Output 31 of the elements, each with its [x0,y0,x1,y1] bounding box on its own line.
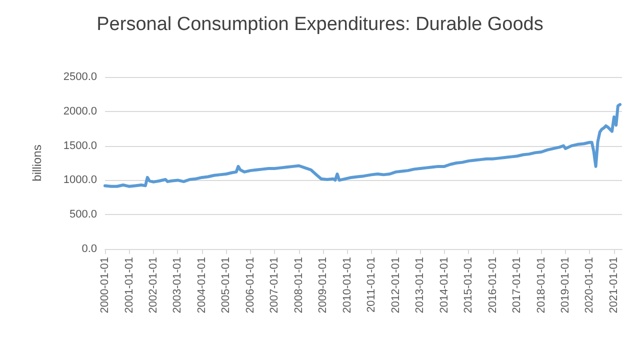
line-series [104,103,622,188]
x-tick-label: 2002-01-01 [148,257,160,314]
y-tick-label: 1000.0 [63,174,97,186]
x-tick-label: 2004-01-01 [196,257,208,314]
y-tick-label: 2500.0 [63,71,97,83]
x-tick-label: 2001-01-01 [123,257,136,314]
y-tick-label: 0.0 [82,243,97,255]
x-tick-label: 2003-01-01 [172,257,184,314]
x-tick-label: 2000-01-01 [99,257,111,314]
x-tick-label: 2009-01-01 [317,257,330,314]
x-tick-label: 2010-01-01 [341,257,354,314]
x-tick-label: 2011-01-01 [366,257,378,312]
x-tick-label: 2013-01-01 [414,257,426,314]
y-axis-title: billions [30,144,44,182]
x-tick-label: 2016-01-01 [486,257,499,314]
x-tick-label: 2020-01-01 [584,257,596,314]
x-tick-label: 2006-01-01 [244,257,256,314]
x-tick-label: 2008-01-01 [292,257,305,314]
chart-title: Personal Consumption Expenditures: Durable Goods [96,14,544,35]
x-tick-label: 2017-01-01 [511,257,524,314]
x-tick-label: 2018-01-01 [535,257,548,314]
x-tick-label: 2021-01-01 [608,257,620,314]
x-tick-label: 2005-01-01 [220,257,232,314]
y-tick-label: 2000.0 [63,105,97,118]
x-tick-label: 2019-01-01 [560,257,572,314]
y-tick-label: 500.0 [69,208,97,221]
x-tick-label: 2007-01-01 [268,257,281,314]
x-tick-label: 2012-01-01 [390,257,402,314]
y-tick-label: 1500.0 [63,140,97,152]
x-tick-label: 2014-01-01 [438,257,450,314]
x-tick-label: 2015-01-01 [462,257,475,314]
